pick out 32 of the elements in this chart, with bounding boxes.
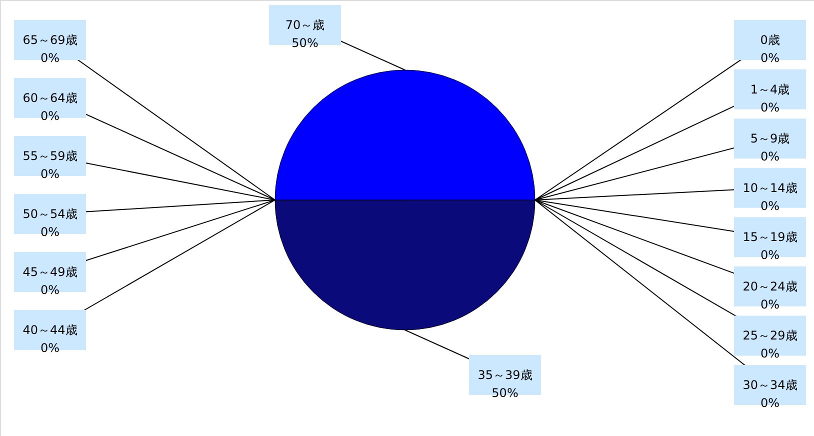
category-label: 60～64歳 [22,91,78,105]
text: 0% [760,51,780,65]
text: 0% [760,198,780,213]
category-label: 20～24歳 [742,279,798,294]
category-label: 25～29歳 [742,328,798,343]
slice-label: 35～39歳 [478,368,532,382]
category-label: 40～44歳 [22,323,78,337]
data-label: 50% [492,386,518,400]
category-label: 30～34歳 [742,378,798,392]
category-label: 10～14歳 [742,180,798,195]
text: 0% [40,51,60,65]
text: 0% [40,283,60,297]
text: 0% [760,248,780,262]
slice-label: 70～歳 [285,18,325,32]
text: 0% [760,346,780,361]
text: 0% [760,297,780,312]
text: 0% [760,100,780,114]
text: 0% [40,109,60,123]
text: 0% [40,341,60,355]
category-label: 45～49歳 [22,265,78,279]
data-label: 50% [292,36,318,50]
text: 0% [760,150,780,164]
text: 0% [40,225,60,239]
category-label: 15～19歳 [742,230,798,244]
text: 0% [40,167,60,181]
category-label: 65～69歳 [22,33,78,47]
category-label: 55～59歳 [22,149,78,163]
category-label: 1～4歳 [750,82,790,96]
category-label: 5～9歳 [750,132,790,146]
category-label: 0歳 [760,33,780,47]
text: 0% [760,396,780,410]
category-label: 50～54歳 [22,207,78,221]
